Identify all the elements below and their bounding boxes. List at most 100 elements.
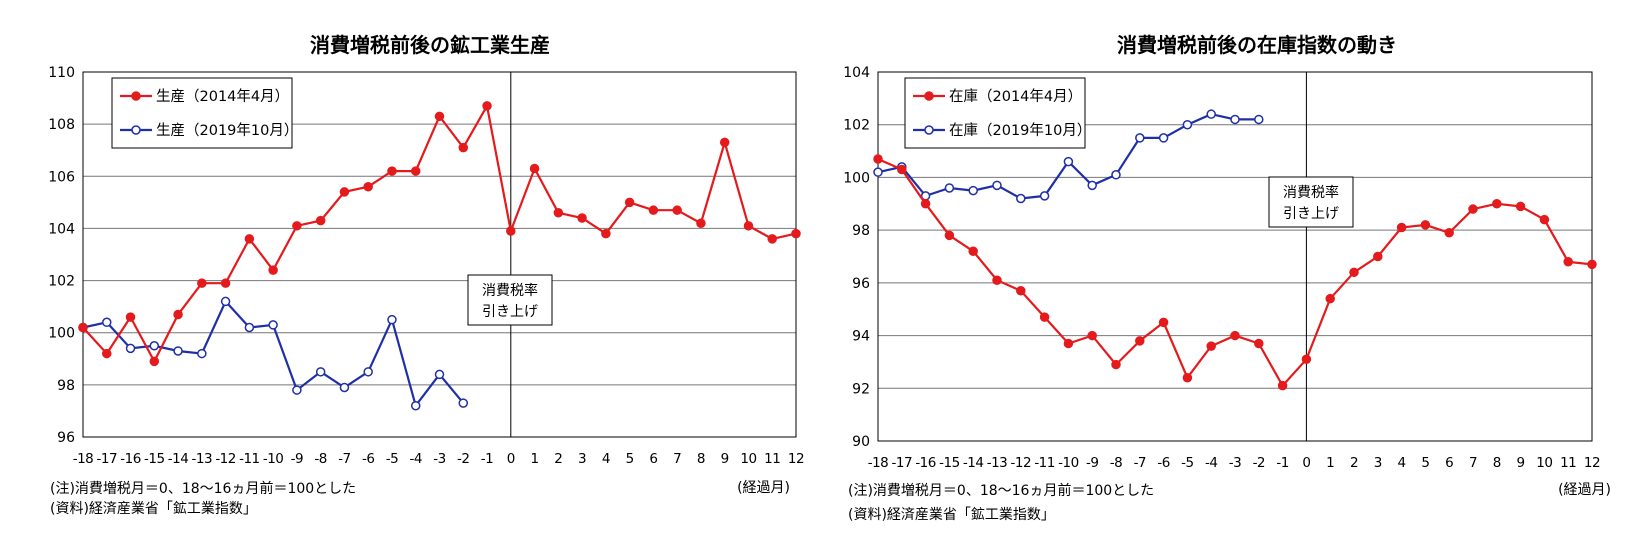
data-point — [1587, 259, 1597, 270]
x-tick-label: -14 — [168, 451, 189, 467]
x-tick-label: 5 — [626, 451, 634, 467]
x-tick-label: -12 — [215, 451, 236, 467]
data-point — [173, 309, 183, 320]
x-tick-label: -4 — [1205, 455, 1217, 471]
y-tick-label: 100 — [843, 170, 870, 186]
x-tick-label: -9 — [1086, 455, 1098, 471]
data-point — [1016, 193, 1026, 204]
data-point — [244, 234, 255, 244]
data-point — [149, 356, 160, 367]
y-tick-label: 90 — [852, 434, 870, 450]
data-point — [897, 164, 907, 175]
data-point — [1396, 222, 1407, 233]
data-point — [992, 180, 1002, 191]
x-tick-label: 2 — [1350, 455, 1358, 471]
y-tick-label: 96 — [57, 430, 75, 446]
data-point — [125, 343, 136, 354]
x-tick-label: -11 — [239, 451, 260, 467]
x-tick-label: -8 — [1110, 455, 1122, 471]
data-point — [78, 322, 88, 333]
legend-label: 在庫（2014年4月） — [949, 88, 1082, 105]
x-tick-label: -17 — [892, 455, 913, 471]
data-point — [1039, 312, 1050, 322]
x-tick-label: 12 — [788, 451, 804, 467]
x-tick-label: -10 — [263, 451, 284, 467]
x-tick-label: -5 — [1181, 455, 1193, 471]
data-point — [1111, 170, 1121, 180]
data-point — [315, 367, 326, 377]
x-tick-label: -18 — [73, 451, 94, 467]
data-point — [482, 101, 492, 111]
data-point — [601, 228, 611, 239]
data-point — [672, 205, 682, 215]
data-point — [1325, 293, 1335, 304]
x-tick-label: -6 — [1157, 455, 1169, 471]
x-tick-label: 11 — [1560, 455, 1576, 471]
legend-swatch-marker — [924, 91, 934, 101]
data-point — [458, 398, 469, 408]
data-point — [1206, 109, 1216, 119]
data-point — [410, 400, 421, 411]
chart-note: (注)消費増税月＝0、18〜16ヵ月前＝100とした — [50, 481, 357, 497]
data-point — [743, 221, 754, 231]
data-point — [873, 154, 883, 164]
data-point — [577, 213, 587, 223]
plot-area — [82, 71, 797, 438]
data-point — [102, 348, 112, 359]
series-line-red — [877, 157, 1593, 388]
data-point — [268, 265, 278, 275]
x-tick-label: 5 — [1421, 455, 1429, 471]
x-tick-label: 1 — [531, 451, 539, 467]
x-tick-label: -16 — [120, 451, 141, 467]
legend-swatch-marker — [924, 125, 934, 135]
x-tick-label: -6 — [362, 451, 374, 467]
data-point — [1087, 330, 1097, 341]
data-point — [197, 348, 207, 359]
production-chart-panel: 消費増税前後の鉱工業生産 96 98 100 102 104 106 108 110 -18 -17… — [48, 33, 804, 517]
data-point — [458, 142, 469, 153]
x-tick-label: -9 — [291, 451, 303, 467]
data-point — [1492, 199, 1502, 209]
data-point — [1277, 380, 1288, 391]
data-point — [1158, 317, 1169, 328]
data-point — [767, 234, 777, 244]
x-tick-label: -7 — [338, 451, 350, 467]
x-axis-unit: (経過月) — [737, 480, 790, 496]
x-tick-label: 9 — [721, 451, 729, 467]
x-tick-label: 2 — [554, 451, 562, 467]
x-tick-label: 8 — [1493, 455, 1501, 471]
y-tick-label: 98 — [852, 223, 870, 239]
x-tick-label: -2 — [1253, 455, 1265, 471]
data-point — [873, 167, 883, 177]
data-point — [1063, 156, 1074, 167]
data-point — [197, 278, 207, 288]
data-point — [1301, 354, 1312, 365]
x-tick-label: 6 — [649, 451, 657, 467]
chart-title: 消費増税前後の在庫指数の動き — [1117, 33, 1397, 57]
x-tick-label: -1 — [1276, 455, 1288, 471]
x-tick-label: 3 — [1374, 455, 1382, 471]
x-tick-label: 11 — [764, 451, 780, 467]
data-point — [339, 382, 350, 393]
plot-area — [877, 71, 1593, 442]
x-tick-label: 10 — [740, 451, 756, 467]
x-tick-label: -16 — [915, 455, 936, 471]
y-tick-label: 108 — [48, 117, 75, 133]
x-axis-unit: (経過月) — [1558, 482, 1611, 498]
x-tick-label: 0 — [507, 451, 515, 467]
x-tick-label: 6 — [1445, 455, 1453, 471]
data-point — [696, 218, 706, 228]
legend-box — [111, 77, 293, 149]
y-tick-label: 102 — [843, 118, 870, 134]
x-tick-label: -12 — [1011, 455, 1032, 471]
x-tick-label: -4 — [409, 451, 421, 467]
data-point — [1111, 359, 1121, 370]
data-point — [339, 187, 350, 197]
x-tick-label: 4 — [602, 451, 610, 467]
data-point — [220, 278, 231, 288]
x-tick-label: -13 — [987, 455, 1008, 471]
data-point — [1135, 133, 1145, 143]
y-tick-label: 104 — [48, 221, 75, 237]
data-point — [1230, 330, 1240, 341]
legend-label: 生産（2019年10月） — [156, 122, 298, 139]
